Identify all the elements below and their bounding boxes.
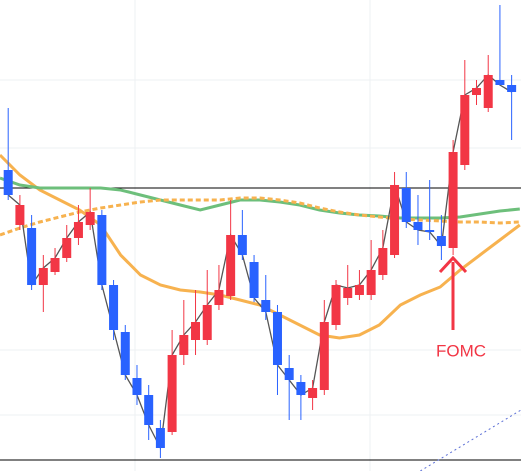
candle-body xyxy=(319,322,329,390)
candle-body xyxy=(144,395,154,425)
candle-body xyxy=(425,230,435,232)
candle-body xyxy=(179,335,189,355)
candle-body xyxy=(354,285,364,295)
candle-body xyxy=(85,212,95,225)
candle-body xyxy=(413,222,423,230)
candle-body xyxy=(15,205,25,225)
candles xyxy=(3,5,517,458)
candle-body xyxy=(343,288,353,298)
candle-body xyxy=(401,188,411,222)
candle-body xyxy=(167,355,177,432)
candle-body xyxy=(109,285,119,330)
candle-body xyxy=(483,75,493,108)
candle-body xyxy=(62,238,72,258)
annotation: FOMC xyxy=(436,255,486,360)
candle-body xyxy=(155,428,165,448)
candle-body xyxy=(249,262,259,298)
candle-body xyxy=(448,152,458,248)
moving-average xyxy=(0,196,520,237)
candle-body xyxy=(308,388,318,398)
annotation-label: FOMC xyxy=(436,341,486,360)
candle-body xyxy=(132,378,142,395)
candle-body xyxy=(296,382,306,395)
candle-body xyxy=(284,368,294,380)
candle-body xyxy=(261,300,271,312)
candle-body xyxy=(390,185,400,255)
candle-body xyxy=(331,285,341,325)
candle-body xyxy=(38,268,48,285)
moving-average xyxy=(0,176,520,220)
annotation-arrowhead xyxy=(438,255,468,274)
candle-body xyxy=(3,170,13,195)
candle-body xyxy=(120,332,130,375)
candle-body xyxy=(366,270,376,295)
candle-body xyxy=(27,228,37,285)
close-line xyxy=(7,74,512,451)
candle-body xyxy=(226,235,236,296)
candle-body xyxy=(237,235,247,255)
candle-body xyxy=(73,222,83,238)
candle-body xyxy=(97,215,107,285)
candle-body xyxy=(460,95,470,165)
candle-body xyxy=(202,305,212,340)
lines xyxy=(0,74,521,471)
candle-body xyxy=(378,248,388,275)
candle-body xyxy=(507,85,517,92)
candle-body xyxy=(50,258,60,272)
candle-body xyxy=(272,312,282,365)
moving-average xyxy=(420,409,521,471)
candle-body xyxy=(436,236,446,246)
candle-body xyxy=(214,290,224,305)
candle-body xyxy=(472,88,482,95)
candle-body xyxy=(495,80,505,85)
candle-body xyxy=(191,322,201,340)
